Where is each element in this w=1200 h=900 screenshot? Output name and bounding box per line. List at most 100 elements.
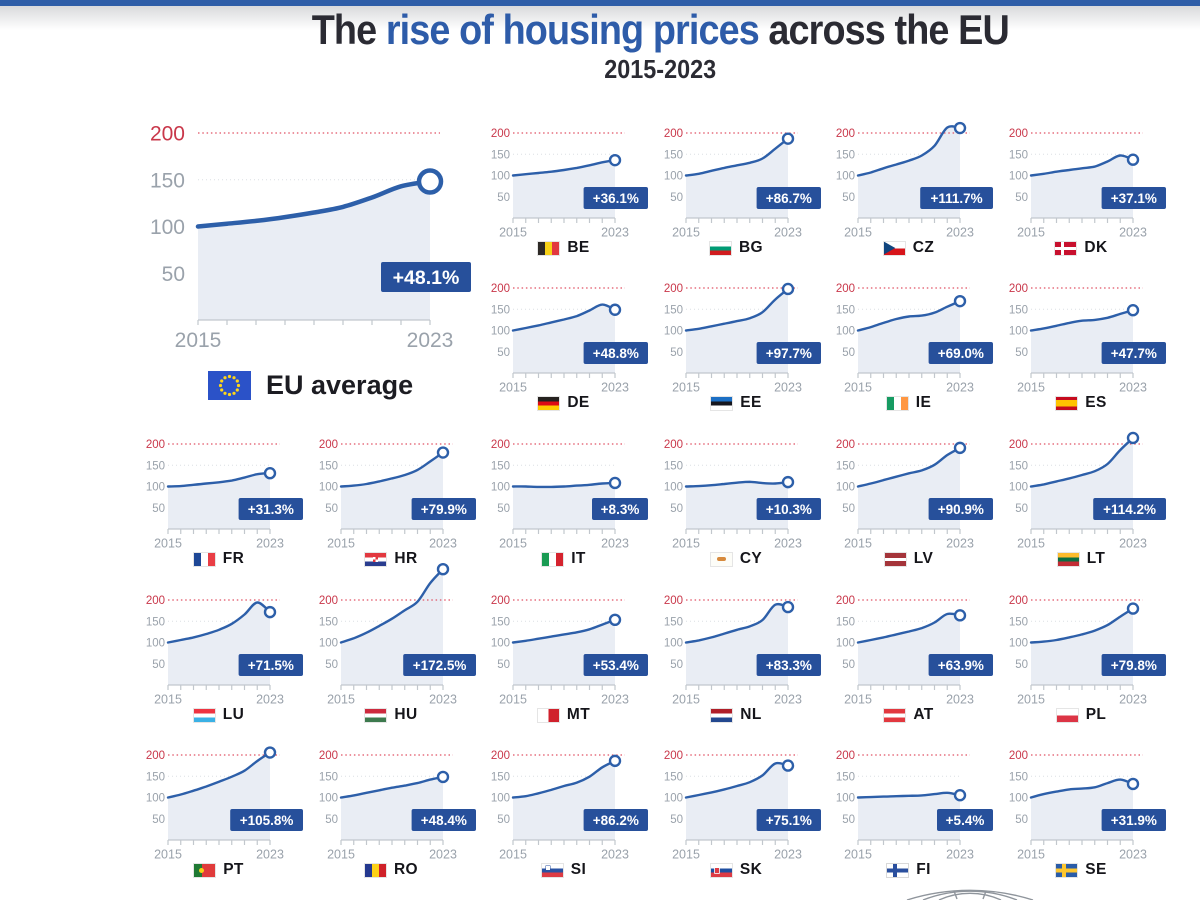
change-badge [411,809,476,831]
flag-hr-icon [365,552,387,566]
change-badge-value: +79.8% [1110,658,1156,673]
y-tick-label-150: 150 [491,616,510,628]
country-chart-si: 200 150 100 50 2015 2023 +86.2% SI [485,737,655,879]
change-badge-value: +71.5% [248,658,294,673]
country-chart-lu: 200 150 100 50 2015 2023 +71.5% LU [140,582,310,724]
y-tick-label-100: 100 [146,638,165,650]
price-line [1029,778,1134,799]
country-chart-de: 200 150 100 50 2015 2023 +48.8% DE [485,270,655,412]
change-badge [756,809,821,831]
x-tick-label-end: 2023 [256,693,284,707]
x-tick-label-start: 2015 [844,693,872,707]
x-tick-label-end: 2023 [601,537,629,551]
y-tick-label-50: 50 [497,347,510,359]
price-line [339,775,444,799]
country-code: HU [394,706,418,723]
end-marker [781,600,794,614]
price-index-chart: 200 150 100 50 2015 2023 +63.9% [836,595,993,707]
flag-mt-icon [537,708,559,722]
price-line [166,751,272,799]
y-tick-label-50: 50 [842,659,855,671]
y-tick-label-150: 150 [663,771,682,783]
flag-si-icon [541,863,563,877]
y-tick-label-150: 150 [150,169,185,192]
price-index-chart: 200 150 100 50 2015 2023 +71.5% [146,595,303,707]
country-code: NL [740,706,762,723]
x-tick-label-end: 2023 [601,693,629,707]
x-tick-label-start: 2015 [499,693,527,707]
price-index-chart: 200 150 100 50 2015 2023 +48.1% [150,123,471,352]
price-line [166,472,272,488]
country-code: PL [1085,706,1107,723]
price-index-chart: 200 150 100 50 2015 2023 +111.7% [836,121,993,240]
end-marker [608,754,622,768]
end-marker [608,613,622,627]
y-tick-label-50: 50 [842,347,855,359]
price-index-chart: 200 150 100 50 2015 2023 +31.9% [1008,750,1166,862]
change-badge [756,498,821,520]
y-tick-label-150: 150 [491,460,510,472]
y-tick-label-200: 200 [146,439,165,451]
price-line [511,759,617,799]
flag-sk-icon [710,863,732,877]
y-tick-label-150: 150 [836,304,855,316]
end-marker [608,153,622,167]
y-tick-label-50: 50 [1015,814,1028,826]
x-tick-label-start: 2015 [844,537,872,551]
price-index-chart: 200 150 100 50 2015 2023 +31.3% [146,439,303,551]
eu-average-legend: EU average [208,370,413,401]
country-code: IE [915,394,932,411]
country-chart-lv: 200 150 100 50 2015 2023 +90.9% LV [830,426,1000,568]
y-tick-label-50: 50 [162,263,185,286]
country-chart-it: 200 150 100 50 2015 2023 +8.3% IT [485,426,655,568]
x-tick-label-start: 2015 [1017,226,1045,240]
y-tick-label-50: 50 [842,192,855,204]
price-index-chart: 200 150 100 50 2015 2023 +114.2% [1008,431,1166,551]
change-badge [756,654,821,676]
country-code: BG [738,239,764,256]
x-tick-label-end: 2023 [946,226,974,240]
flag-be-icon [538,241,560,255]
y-tick-label-150: 150 [836,149,855,161]
y-tick-label-150: 150 [1008,616,1027,628]
change-badge-value: +48.4% [420,813,466,828]
price-index-chart: 200 150 100 50 2015 2023 +97.7% [663,282,821,395]
x-tick-label-end: 2023 [946,693,974,707]
y-tick-label-150: 150 [318,771,337,783]
y-tick-label-100: 100 [836,171,855,183]
y-tick-label-200: 200 [491,283,510,295]
flag-ie-icon [886,396,908,410]
flag-es-icon [1056,396,1078,410]
y-tick-label-100: 100 [1008,171,1027,183]
y-tick-label-100: 100 [146,793,165,805]
end-marker [781,132,794,145]
country-code: LT [1086,550,1106,567]
flag-pt-icon [194,863,216,877]
y-tick-label-200: 200 [491,595,510,607]
price-index-chart: 200 150 100 50 2015 2023 +10.3% [663,439,821,551]
change-badge-value: +86.7% [765,191,811,206]
end-marker [416,168,444,195]
country-code: LU [222,706,245,723]
flag-de-icon [538,396,560,410]
change-badge-value: +48.1% [393,267,460,289]
y-tick-label-100: 100 [663,326,682,338]
title-highlight: rise of housing prices [385,6,760,53]
country-label-row: PT [140,861,298,879]
y-tick-label-200: 200 [146,750,165,762]
x-tick-label-start: 2015 [672,226,700,240]
country-code: LV [913,550,934,567]
x-tick-label-start: 2015 [672,693,700,707]
country-code: EE [740,394,762,411]
y-tick-label-150: 150 [491,149,510,161]
y-tick-label-200: 200 [1008,750,1027,762]
end-marker [436,770,449,784]
y-tick-label-100: 100 [150,216,185,239]
country-label-row: RO [313,861,471,879]
flag-fr-icon [193,552,215,566]
country-chart-be: 200 150 100 50 2015 2023 +36.1% BE [485,115,655,257]
y-tick-label-150: 150 [491,304,510,316]
price-index-chart: 200 150 100 50 2015 2023 +75.1% [663,750,821,862]
change-badge-value: +97.7% [765,346,811,361]
country-code: SI [570,861,587,878]
